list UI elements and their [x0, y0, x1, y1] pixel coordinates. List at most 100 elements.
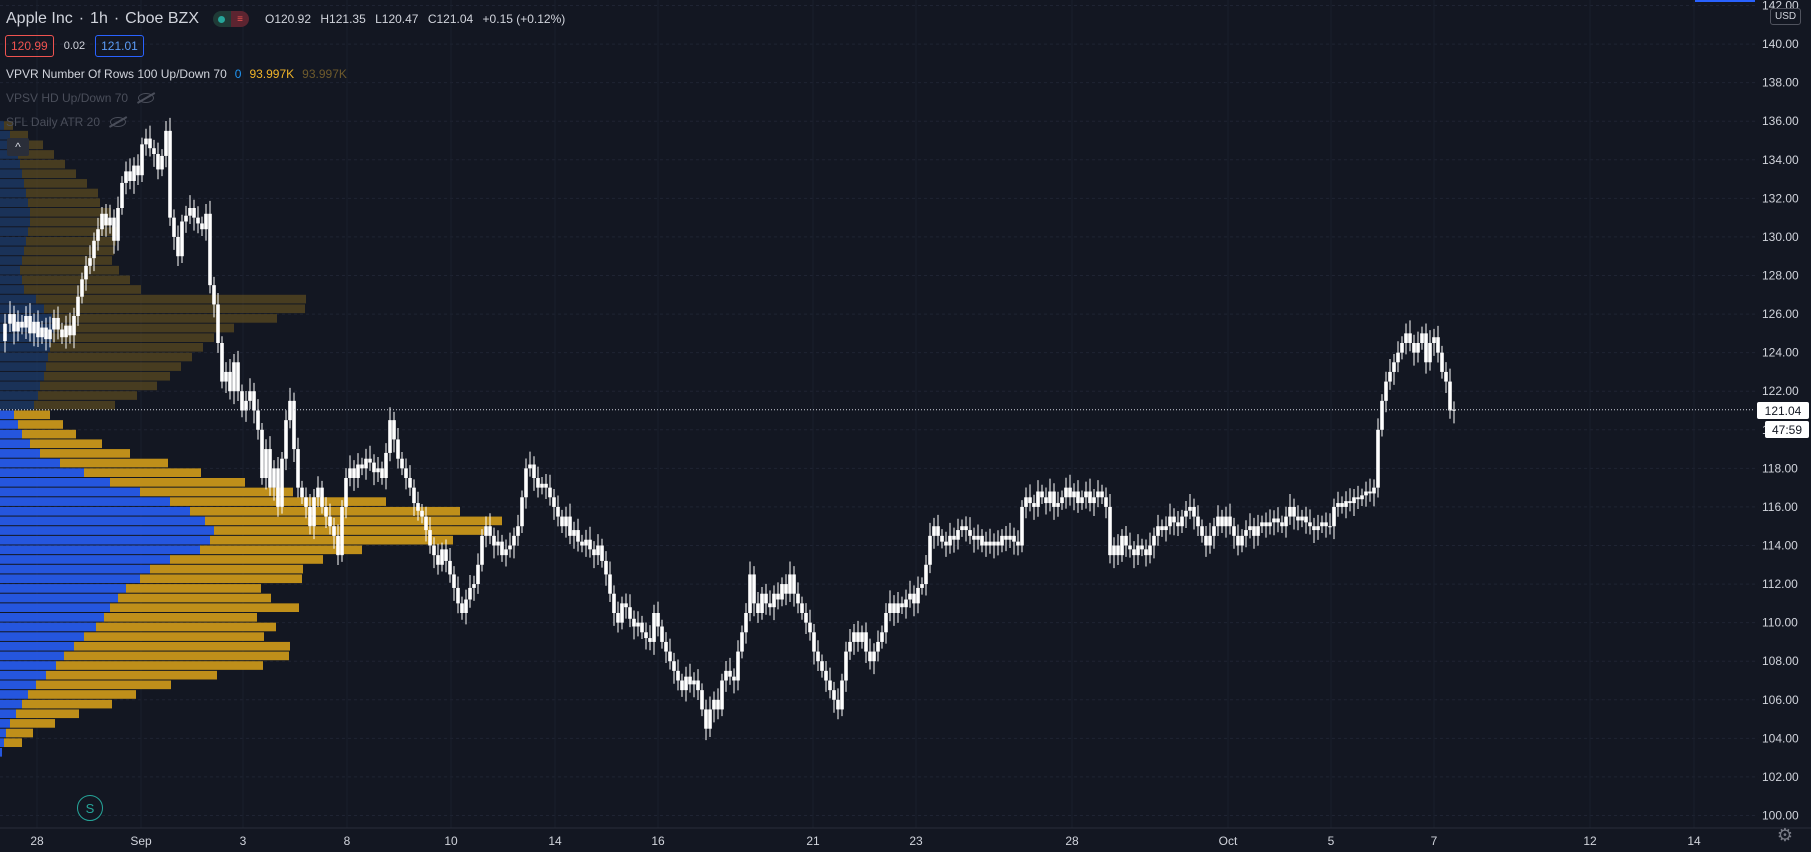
indicator-vpvr[interactable]: VPVR Number Of Rows 100 Up/Down 70 0 93.…	[6, 67, 347, 81]
candle-body	[868, 651, 872, 662]
candle-body	[836, 699, 840, 710]
candle-body	[784, 584, 788, 594]
hidden-eye-icon[interactable]	[110, 117, 127, 127]
candle-body	[140, 144, 144, 176]
candle-body	[560, 516, 564, 527]
volume-profile-up-bar	[0, 613, 104, 622]
candle-body	[1296, 516, 1300, 521]
candle-body	[1400, 343, 1404, 353]
candle-body	[100, 213, 104, 230]
candle-body	[1060, 497, 1064, 504]
candle-body	[452, 574, 456, 588]
candle-body	[1168, 516, 1172, 527]
candle-body	[340, 506, 344, 556]
candle-body	[1088, 491, 1092, 504]
candle-body	[152, 148, 156, 154]
indicator-sfl[interactable]: SFL Daily ATR 20	[6, 115, 127, 129]
candle-body	[556, 506, 560, 517]
candle-body	[1188, 506, 1192, 511]
candle-body	[1008, 535, 1012, 540]
candle-body	[1424, 333, 1428, 363]
candle-body	[652, 613, 656, 642]
candle-body	[760, 593, 764, 613]
volume-profile-up-bar	[0, 564, 150, 574]
candle-body	[788, 574, 792, 594]
candle-body	[716, 699, 720, 710]
candle-body	[48, 329, 52, 340]
volume-profile-up-bar	[0, 256, 22, 265]
time-tick-label: 16	[651, 834, 665, 848]
candle-body	[524, 468, 528, 498]
volume-profile-down-bar	[110, 478, 245, 487]
candle-body	[1068, 487, 1072, 498]
volume-profile-down-bar	[52, 314, 277, 323]
candle-body	[296, 449, 300, 488]
vpvr-value-down: 93.997K	[249, 67, 295, 81]
candle-body	[1340, 503, 1344, 507]
volume-profile-up-bar	[0, 227, 28, 236]
candle-body	[112, 217, 116, 241]
candle-body	[780, 584, 784, 600]
price-tick-label: 110.00	[1762, 616, 1798, 630]
indicator-vpsv[interactable]: VPSV HD Up/Down 70	[6, 91, 155, 105]
volume-profile-up-bar	[0, 728, 6, 738]
candle-body	[1156, 526, 1160, 536]
currency-label[interactable]: USD	[1770, 8, 1802, 25]
candle-body	[32, 321, 36, 334]
volume-profile-up-bar	[0, 738, 4, 747]
candle-body	[608, 574, 612, 594]
candle-body	[988, 541, 992, 546]
volume-profile-up-bar	[0, 699, 22, 709]
volume-profile-down-bar	[74, 641, 290, 651]
bid-button[interactable]: 120.99	[5, 35, 54, 57]
candle-body	[164, 130, 168, 156]
candle-body	[916, 587, 920, 604]
ask-button[interactable]: 121.01	[95, 35, 144, 57]
spread-value: 0.02	[63, 40, 86, 52]
time-tick-label: 3	[240, 834, 247, 848]
candle-body	[792, 574, 796, 594]
candle-body	[880, 632, 884, 642]
candle-body	[1300, 516, 1304, 521]
candle-body	[120, 182, 124, 208]
price-tick-label: 108.00	[1762, 654, 1799, 668]
symbol-name[interactable]: Apple Inc	[6, 10, 73, 27]
candle-body	[628, 607, 632, 619]
session-badge[interactable]: S	[77, 795, 103, 821]
candle-body	[884, 613, 888, 633]
volume-profile-up-bar	[0, 429, 22, 439]
candle-body	[364, 458, 368, 469]
candle-body	[1184, 510, 1188, 517]
candle-body	[776, 593, 780, 600]
candle-body	[104, 213, 108, 226]
candle-body	[1036, 491, 1040, 507]
candle-body	[724, 670, 728, 681]
volume-profile-down-bar	[140, 487, 293, 497]
candle-body	[496, 541, 500, 546]
collapse-legend-button[interactable]: ^	[7, 138, 29, 156]
volume-profile-up-bar	[0, 265, 20, 275]
market-status-toggle[interactable]: ≡	[212, 11, 249, 27]
volume-profile-up-bar	[0, 468, 84, 477]
volume-profile-down-bar	[54, 323, 234, 333]
volume-profile-down-bar	[16, 140, 43, 150]
hidden-eye-icon[interactable]	[138, 93, 155, 103]
volume-profile-down-bar	[20, 265, 119, 275]
candle-body	[248, 391, 252, 401]
ohlc-values: O120.92 H121.35 L120.47 C121.04 +0.15 (+…	[265, 12, 571, 26]
candle-body	[1396, 352, 1400, 363]
volume-profile-down-bar	[10, 130, 28, 140]
gear-icon[interactable]: ⚙	[1776, 825, 1794, 845]
time-tick-label: 28	[1065, 834, 1079, 848]
candle-body	[396, 439, 400, 459]
candle-body	[1132, 549, 1136, 556]
interval-label[interactable]: 1h	[90, 10, 108, 27]
candle-body	[372, 462, 376, 473]
volume-profile-up-bar	[0, 670, 46, 680]
candle-body	[1208, 535, 1212, 546]
volume-profile-down-bar	[170, 555, 323, 564]
candle-body	[1116, 545, 1120, 556]
volume-profile-up-bar	[0, 198, 28, 207]
time-axis-bg[interactable]	[0, 828, 1811, 852]
